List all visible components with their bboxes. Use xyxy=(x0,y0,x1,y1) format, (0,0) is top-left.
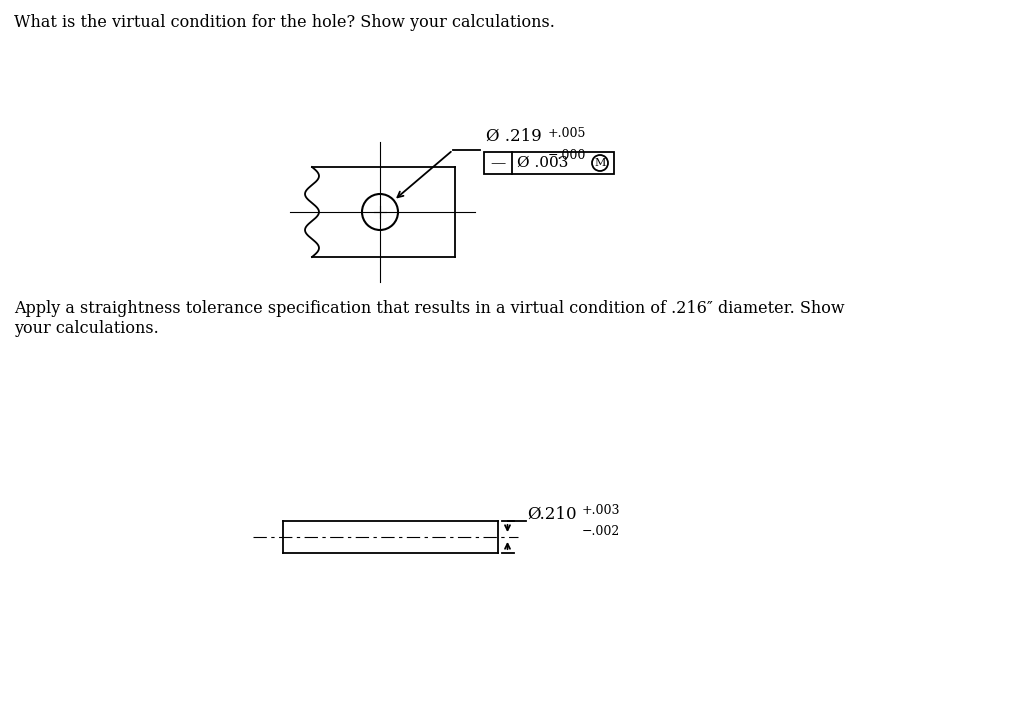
Text: Ø.210: Ø.210 xyxy=(527,506,578,523)
Text: −.002: −.002 xyxy=(582,525,620,538)
Text: Ø .219: Ø .219 xyxy=(486,128,542,145)
Text: —: — xyxy=(490,156,506,170)
Text: −.000: −.000 xyxy=(548,149,587,162)
Text: +.003: +.003 xyxy=(582,504,620,517)
Text: What is the virtual condition for the hole? Show your calculations.: What is the virtual condition for the ho… xyxy=(14,14,555,31)
Text: M: M xyxy=(594,158,605,168)
Text: Ø .003: Ø .003 xyxy=(517,156,573,170)
Text: +.005: +.005 xyxy=(548,127,587,140)
Text: Apply a straightness tolerance specification that results in a virtual condition: Apply a straightness tolerance specifica… xyxy=(14,300,845,336)
